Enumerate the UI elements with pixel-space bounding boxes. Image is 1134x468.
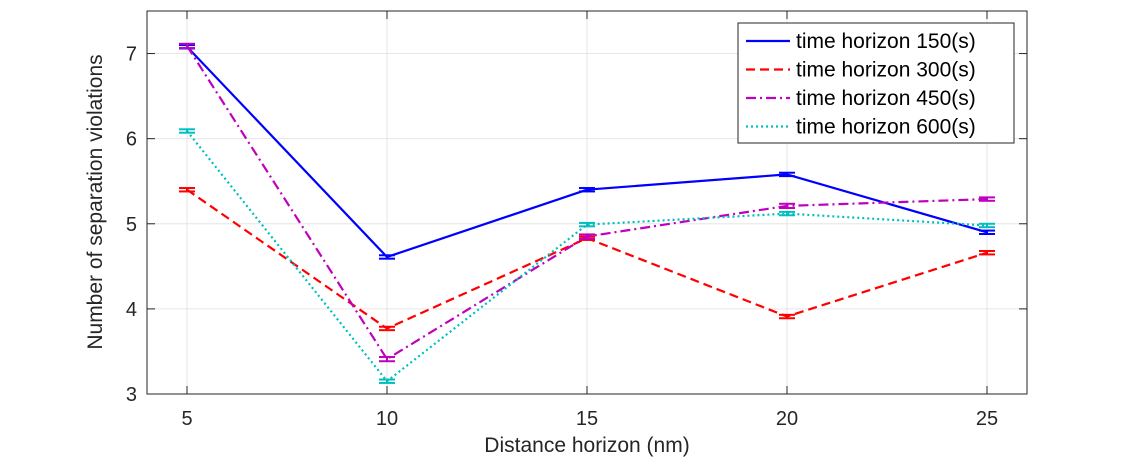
error-bar: [779, 210, 795, 217]
x-tick-label: 15: [576, 408, 598, 430]
error-bar: [379, 325, 395, 332]
series-group: [179, 42, 995, 384]
legend-box: [737, 22, 1015, 144]
y-tick-label: 4: [126, 299, 137, 321]
x-tick-label: 10: [376, 408, 398, 430]
error-bar: [579, 221, 595, 228]
legend-label: time horizon 150(s): [796, 30, 976, 53]
error-bar: [379, 378, 395, 384]
error-bar: [179, 187, 195, 193]
x-tick-label: 20: [776, 408, 798, 430]
error-bar: [379, 355, 395, 363]
y-tick-label: 7: [126, 44, 137, 66]
error-bar: [979, 250, 995, 256]
legend-item: time horizon 600(s): [746, 116, 976, 139]
error-bar: [979, 222, 995, 229]
error-bar: [779, 313, 795, 320]
legend-label: time horizon 300(s): [796, 59, 976, 82]
error-bar: [779, 202, 795, 210]
legend-label: time horizon 600(s): [796, 116, 976, 139]
legend-item: time horizon 150(s): [746, 30, 976, 53]
error-bar: [579, 233, 595, 240]
error-bar: [179, 42, 195, 50]
y-axis-title: Number of separation violations: [84, 54, 107, 349]
y-tick-label: 5: [126, 214, 137, 236]
series-4: [179, 128, 995, 384]
error-bar: [979, 229, 995, 235]
ticks: 5 10 15 20 25 3 4 5 6 7: [126, 11, 1027, 430]
error-bar: [379, 254, 395, 260]
x-axis-title: Distance horizon (nm): [484, 434, 689, 457]
error-bar: [179, 128, 195, 134]
y-tick-label: 6: [126, 129, 137, 151]
legend-item: time horizon 450(s): [746, 87, 976, 110]
legend: time horizon 150(s) time horizon 300(s) ti…: [737, 22, 1015, 144]
series-3: [179, 42, 995, 363]
series-line: [186, 130, 988, 383]
legend-item: time horizon 300(s): [746, 59, 976, 82]
error-bar: [979, 196, 995, 202]
x-tick-label: 25: [976, 408, 998, 430]
error-bar: [779, 171, 795, 178]
x-tick-label: 5: [181, 408, 192, 430]
y-tick-label: 3: [126, 384, 137, 406]
error-bar: [579, 187, 595, 193]
legend-label: time horizon 450(s): [796, 87, 976, 110]
series-1: [179, 44, 995, 260]
